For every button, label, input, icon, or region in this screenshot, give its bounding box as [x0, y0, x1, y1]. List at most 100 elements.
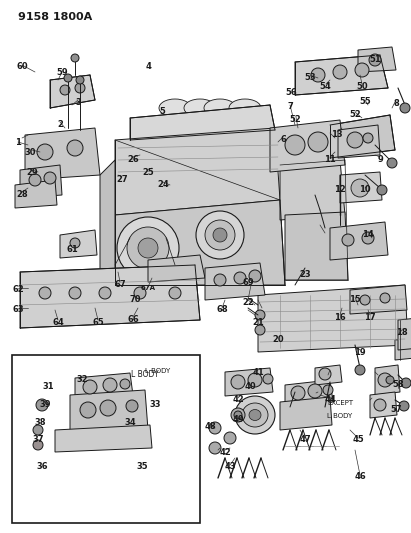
Circle shape — [333, 65, 347, 79]
Text: 10: 10 — [359, 185, 371, 194]
Polygon shape — [225, 368, 273, 396]
Ellipse shape — [229, 99, 261, 117]
Circle shape — [120, 379, 130, 389]
Polygon shape — [340, 172, 382, 203]
Polygon shape — [350, 285, 407, 314]
Polygon shape — [100, 160, 115, 290]
Text: 51: 51 — [369, 55, 381, 64]
Circle shape — [33, 440, 43, 450]
Circle shape — [401, 378, 411, 388]
Text: 35: 35 — [136, 462, 148, 471]
Polygon shape — [75, 373, 133, 400]
Ellipse shape — [117, 217, 179, 279]
Polygon shape — [20, 265, 200, 328]
Polygon shape — [15, 180, 57, 208]
Text: 38: 38 — [34, 418, 46, 427]
Text: 42: 42 — [219, 448, 231, 457]
Text: 9: 9 — [377, 155, 383, 164]
Circle shape — [342, 234, 354, 246]
Circle shape — [399, 401, 409, 411]
Text: 67: 67 — [114, 280, 126, 289]
Text: L BODY: L BODY — [328, 413, 353, 419]
Text: 62: 62 — [12, 285, 24, 294]
Circle shape — [100, 400, 116, 416]
Circle shape — [319, 368, 331, 380]
Circle shape — [355, 365, 365, 375]
Text: 3: 3 — [75, 98, 81, 107]
Ellipse shape — [127, 227, 169, 269]
Circle shape — [323, 385, 333, 395]
Text: 12: 12 — [334, 185, 346, 194]
Circle shape — [374, 399, 386, 411]
Text: 11: 11 — [324, 155, 336, 164]
Text: 43: 43 — [224, 462, 236, 471]
Text: 55: 55 — [359, 97, 371, 106]
Ellipse shape — [184, 99, 216, 117]
Text: 21: 21 — [252, 318, 264, 327]
Polygon shape — [358, 47, 396, 72]
Circle shape — [75, 83, 85, 93]
Ellipse shape — [159, 99, 191, 117]
Circle shape — [209, 442, 221, 454]
Ellipse shape — [138, 238, 158, 258]
Circle shape — [377, 185, 387, 195]
Polygon shape — [70, 390, 148, 435]
Circle shape — [347, 132, 363, 148]
Ellipse shape — [205, 220, 235, 250]
Text: 70: 70 — [129, 295, 141, 304]
Text: 32: 32 — [76, 375, 88, 384]
Text: 52: 52 — [349, 110, 361, 119]
Text: 60: 60 — [16, 62, 28, 71]
Text: 68: 68 — [216, 305, 228, 314]
Circle shape — [255, 325, 265, 335]
Text: 64: 64 — [52, 318, 64, 327]
Text: 59: 59 — [56, 68, 68, 77]
Text: 27: 27 — [116, 175, 128, 184]
Circle shape — [126, 400, 138, 412]
Circle shape — [234, 411, 242, 419]
Bar — [12, 355, 200, 523]
Text: 23: 23 — [299, 270, 311, 279]
Circle shape — [33, 425, 43, 435]
Polygon shape — [258, 285, 408, 352]
Polygon shape — [25, 128, 100, 180]
Circle shape — [69, 287, 81, 299]
Circle shape — [378, 373, 392, 387]
Polygon shape — [60, 230, 97, 258]
Text: 15: 15 — [349, 295, 361, 304]
Polygon shape — [398, 318, 411, 350]
Polygon shape — [270, 120, 345, 172]
Ellipse shape — [213, 228, 227, 242]
Text: 49: 49 — [232, 415, 244, 424]
Text: 65: 65 — [92, 318, 104, 327]
Text: 2: 2 — [57, 120, 63, 129]
Text: 53: 53 — [304, 73, 316, 82]
Circle shape — [37, 144, 53, 160]
Polygon shape — [285, 212, 348, 280]
Polygon shape — [315, 365, 342, 385]
Text: 44: 44 — [324, 395, 336, 404]
Polygon shape — [55, 425, 152, 452]
Text: 18: 18 — [396, 328, 408, 337]
Circle shape — [386, 376, 394, 384]
Circle shape — [387, 158, 397, 168]
Circle shape — [99, 287, 111, 299]
Text: 4: 4 — [145, 62, 151, 71]
Text: 28: 28 — [16, 190, 28, 199]
Text: 66: 66 — [127, 315, 139, 324]
Polygon shape — [115, 200, 285, 285]
Text: 20: 20 — [272, 335, 284, 344]
Text: 34: 34 — [124, 418, 136, 427]
Text: 31: 31 — [42, 382, 54, 391]
Polygon shape — [330, 115, 395, 158]
Text: 50: 50 — [356, 82, 368, 91]
Ellipse shape — [196, 211, 244, 259]
Text: 57: 57 — [390, 405, 402, 414]
Text: 47: 47 — [299, 435, 311, 444]
Ellipse shape — [249, 409, 261, 421]
Text: 5: 5 — [159, 107, 165, 116]
Polygon shape — [148, 255, 205, 282]
Text: EXCEPT: EXCEPT — [327, 400, 353, 406]
Text: 22: 22 — [242, 298, 254, 307]
Text: 46: 46 — [354, 472, 366, 481]
